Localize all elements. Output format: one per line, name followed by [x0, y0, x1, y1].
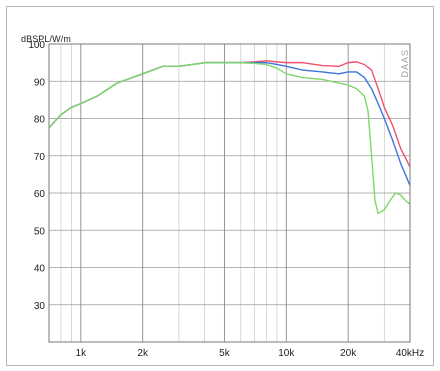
- x-tick-label: 1k: [76, 348, 88, 359]
- x-tick-label: 10k: [278, 348, 295, 359]
- x-tick-label: 5k: [219, 348, 231, 359]
- series-layer: [48, 60, 411, 215]
- frequency-response-chart: 100 90 80 70 60 50 40 30 1k 2k 5k 10k 20k 40kHz: [28, 40, 425, 359]
- x-tick-label: 2k: [137, 348, 149, 359]
- y-tick-label: 40: [34, 264, 46, 275]
- series-line-3: [48, 61, 411, 215]
- y-tick-label: 100: [28, 40, 45, 51]
- y-tick-label: 60: [34, 189, 46, 200]
- y-tick-label: 70: [34, 152, 46, 163]
- x-tick-labels: 1k 2k 5k 10k 20k 40kHz: [76, 348, 425, 359]
- y-tick-label: 80: [34, 115, 46, 126]
- x-tick-label: 20k: [340, 348, 357, 359]
- chart-frame: 100 90 80 70 60 50 40 30 1k 2k 5k 10k 20k 40kHz dBSP…: [6, 6, 434, 366]
- y-tick-labels: 100 90 80 70 60 50 40 30: [28, 40, 45, 312]
- y-tick-label: 90: [34, 77, 46, 88]
- plot-border: [48, 43, 411, 343]
- y-tick-label: 50: [34, 226, 46, 237]
- x-tick-label: 40kHz: [396, 348, 424, 359]
- y-tick-label: 30: [34, 301, 46, 312]
- y-axis-label: dBSPL/W/m: [21, 34, 71, 44]
- watermark: DAAS: [400, 49, 410, 78]
